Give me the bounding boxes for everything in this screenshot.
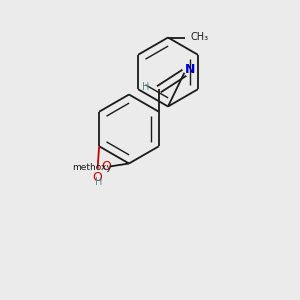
- Text: O: O: [101, 160, 111, 173]
- Text: O: O: [93, 171, 103, 184]
- Text: H: H: [95, 177, 103, 187]
- Text: H: H: [142, 82, 149, 92]
- Text: N: N: [184, 63, 195, 76]
- Text: methoxy: methoxy: [73, 163, 112, 172]
- Text: CH₃: CH₃: [190, 32, 208, 43]
